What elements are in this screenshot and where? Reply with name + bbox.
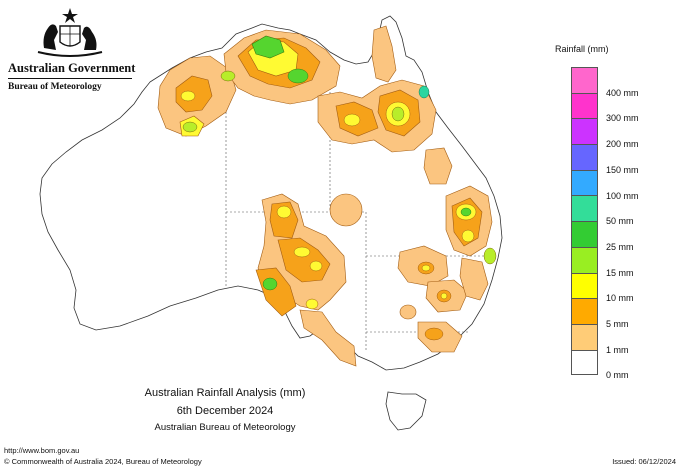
legend-label: 0 mm bbox=[606, 370, 629, 381]
legend-swatch bbox=[571, 246, 598, 273]
legend-label: 200 mm bbox=[606, 139, 639, 150]
coat-of-arms-icon bbox=[37, 8, 103, 57]
legend-swatch bbox=[571, 67, 598, 93]
legend-label: 5 mm bbox=[606, 319, 629, 329]
legend-label: 50 mm bbox=[606, 216, 634, 227]
rain-qld-coast bbox=[423, 147, 497, 265]
map-source: Australian Bureau of Meteorology bbox=[154, 422, 296, 433]
legend-swatch bbox=[571, 298, 598, 324]
legend-swatch bbox=[571, 169, 598, 196]
legend-label: 10 mm bbox=[606, 293, 634, 304]
legend-label: 100 mm bbox=[606, 190, 639, 201]
government-title: Australian Government bbox=[8, 61, 136, 75]
rain-kimberley bbox=[157, 55, 237, 137]
legend-swatch bbox=[571, 144, 598, 170]
legend-swatch bbox=[571, 195, 598, 222]
header-divider bbox=[8, 78, 132, 79]
legend-label: 25 mm bbox=[606, 241, 634, 252]
legend-label: 150 mm bbox=[606, 164, 639, 175]
rain-gulf bbox=[317, 25, 437, 153]
legend-color-ramp bbox=[571, 67, 598, 376]
legend-swatch bbox=[571, 221, 598, 247]
bom-website-link[interactable]: http://www.bom.gov.au bbox=[4, 446, 80, 455]
tasmania bbox=[385, 391, 427, 431]
legend-swatch bbox=[571, 118, 598, 145]
government-logo-block: Australian Government Bureau of Meteorol… bbox=[8, 6, 136, 92]
legend-label: 15 mm bbox=[606, 267, 634, 278]
copyright-notice: © Commonwealth of Australia 2024, Bureau… bbox=[4, 457, 202, 466]
legend-label: 300 mm bbox=[606, 113, 639, 124]
map-date: 6th December 2024 bbox=[176, 405, 274, 417]
legend-swatch bbox=[571, 92, 598, 119]
legend-swatch bbox=[571, 349, 598, 376]
map-title: Australian Rainfall Analysis (mm) bbox=[144, 387, 306, 399]
rain-top-end bbox=[220, 29, 341, 105]
legend-title: Rainfall (mm) bbox=[555, 44, 609, 54]
rain-south-east bbox=[397, 245, 489, 353]
legend-swatch bbox=[571, 272, 598, 299]
legend-label: 400 mm bbox=[606, 87, 639, 98]
bureau-title: Bureau of Meteorology bbox=[8, 82, 102, 92]
legend-swatch bbox=[571, 323, 598, 350]
rain-central bbox=[255, 193, 363, 367]
legend-label: 1 mm bbox=[606, 344, 629, 355]
issued-date: Issued: 06/12/2024 bbox=[612, 457, 676, 466]
